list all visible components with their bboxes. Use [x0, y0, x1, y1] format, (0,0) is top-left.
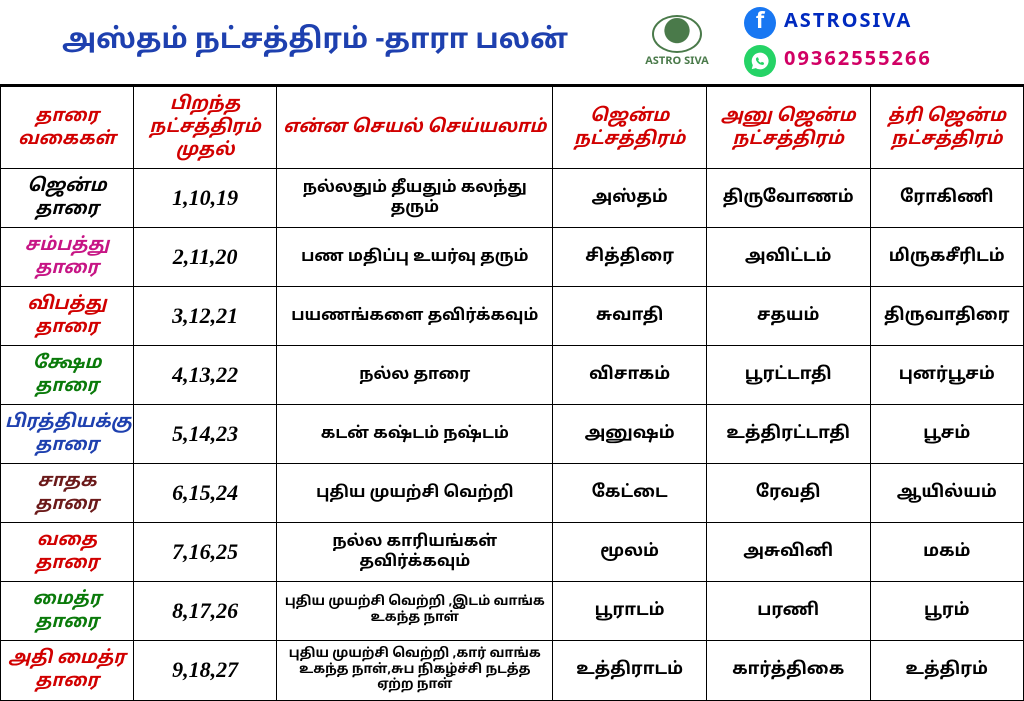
tara-table: தாரை வகைகள் பிறந்த நட்சத்திரம் முதல் என்…	[0, 86, 1024, 701]
table-row: வதை தாரை7,16,25நல்ல காரியங்கள் தவிர்க்கவ…	[1, 523, 1024, 582]
cell-star1: மூலம்	[553, 523, 706, 582]
cell-desc: நல்ல காரியங்கள் தவிர்க்கவும்	[277, 523, 553, 582]
cell-desc: பண மதிப்பு உயர்வு தரும்	[277, 228, 553, 287]
cell-star1: பூராடம்	[553, 582, 706, 641]
facebook-icon: f	[744, 7, 776, 39]
facebook-handle: ASTROSIVA	[784, 11, 912, 35]
cell-numbers: 4,13,22	[133, 346, 276, 405]
logo-icon	[652, 15, 702, 53]
cell-desc: பயணங்களை தவிர்க்கவும்	[277, 287, 553, 346]
cell-desc: புதிய முயற்சி வெற்றி ,கார் வாங்க உகந்த ந…	[277, 641, 553, 701]
cell-star3: பூரம்	[870, 582, 1023, 641]
cell-numbers: 5,14,23	[133, 405, 276, 464]
table-row: விபத்து தாரை3,12,21பயணங்களை தவிர்க்கவும்…	[1, 287, 1024, 346]
cell-star3: ஆயில்யம்	[870, 464, 1023, 523]
cell-type: க்ஷேம தாரை	[1, 346, 134, 405]
cell-star1: உத்திராடம்	[553, 641, 706, 701]
cell-desc: நல்ல தாரை	[277, 346, 553, 405]
cell-star2: உத்திரட்டாதி	[706, 405, 870, 464]
table-row: மைத்ர தாரை8,17,26புதிய முயற்சி வெற்றி ,இ…	[1, 582, 1024, 641]
cell-star2: கார்த்திகை	[706, 641, 870, 701]
cell-type: வதை தாரை	[1, 523, 134, 582]
cell-desc: புதிய முயற்சி வெற்றி	[277, 464, 553, 523]
cell-numbers: 6,15,24	[133, 464, 276, 523]
col-header-numbers: பிறந்த நட்சத்திரம் முதல்	[133, 87, 276, 169]
cell-numbers: 3,12,21	[133, 287, 276, 346]
cell-type: சாதக தாரை	[1, 464, 134, 523]
col-header-desc: என்ன செயல் செய்யலாம்	[277, 87, 553, 169]
logo-text: ASTRO SIVA	[645, 55, 709, 69]
table-row: சாதக தாரை6,15,24புதிய முயற்சி வெற்றிகேட்…	[1, 464, 1024, 523]
cell-star2: பரணி	[706, 582, 870, 641]
table-body: ஜென்ம தாரை1,10,19நல்லதும் தீயதும் கலந்து…	[1, 169, 1024, 701]
cell-star3: உத்திரம்	[870, 641, 1023, 701]
cell-desc: நல்லதும் தீயதும் கலந்து தரும்	[277, 169, 553, 228]
table-row: சம்பத்து தாரை2,11,20பண மதிப்பு உயர்வு தர…	[1, 228, 1024, 287]
cell-star2: பூரட்டாதி	[706, 346, 870, 405]
table-row: பிரத்தியக்கு தாரை5,14,23கடன் கஷ்டம் நஷ்ட…	[1, 405, 1024, 464]
cell-star2: அவிட்டம்	[706, 228, 870, 287]
col-header-star3: த்ரி ஜென்ம நட்சத்திரம்	[870, 87, 1023, 169]
cell-numbers: 7,16,25	[133, 523, 276, 582]
table-row: க்ஷேம தாரை4,13,22நல்ல தாரைவிசாகம்பூரட்டா…	[1, 346, 1024, 405]
cell-star3: மிருகசீரிடம்	[870, 228, 1023, 287]
cell-star2: ரேவதி	[706, 464, 870, 523]
cell-star3: பூசம்	[870, 405, 1023, 464]
cell-type: அதி மைத்ர தாரை	[1, 641, 134, 701]
cell-type: சம்பத்து தாரை	[1, 228, 134, 287]
whatsapp-icon	[744, 45, 776, 77]
cell-star3: திருவாதிரை	[870, 287, 1023, 346]
table-row: ஜென்ம தாரை1,10,19நல்லதும் தீயதும் கலந்து…	[1, 169, 1024, 228]
cell-numbers: 8,17,26	[133, 582, 276, 641]
cell-star2: அசுவினி	[706, 523, 870, 582]
phone-row: 09362555266	[744, 45, 1004, 77]
cell-star3: புனர்பூசம்	[870, 346, 1023, 405]
cell-desc: புதிய முயற்சி வெற்றி ,இடம் வாங்க உகந்த ந…	[277, 582, 553, 641]
cell-star3: ரோகிணி	[870, 169, 1023, 228]
cell-star1: சித்திரை	[553, 228, 706, 287]
table-row: அதி மைத்ர தாரை9,18,27புதிய முயற்சி வெற்ற…	[1, 641, 1024, 701]
facebook-row: f ASTROSIVA	[744, 7, 1004, 39]
cell-star2: திருவோணம்	[706, 169, 870, 228]
cell-numbers: 9,18,27	[133, 641, 276, 701]
cell-star1: அஸ்தம்	[553, 169, 706, 228]
col-header-type: தாரை வகைகள்	[1, 87, 134, 169]
cell-star1: விசாகம்	[553, 346, 706, 405]
cell-star1: அனுஷம்	[553, 405, 706, 464]
col-header-star1: ஜென்ம நட்சத்திரம்	[553, 87, 706, 169]
cell-star1: சுவாதி	[553, 287, 706, 346]
brand-logo: ASTRO SIVA	[622, 7, 732, 77]
cell-numbers: 2,11,20	[133, 228, 276, 287]
cell-numbers: 1,10,19	[133, 169, 276, 228]
cell-type: விபத்து தாரை	[1, 287, 134, 346]
cell-type: ஜென்ம தாரை	[1, 169, 134, 228]
cell-star1: கேட்டை	[553, 464, 706, 523]
phone-number: 09362555266	[784, 49, 932, 73]
col-header-star2: அனு ஜென்ம நட்சத்திரம்	[706, 87, 870, 169]
table-header-row: தாரை வகைகள் பிறந்த நட்சத்திரம் முதல் என்…	[1, 87, 1024, 169]
cell-type: பிரத்தியக்கு தாரை	[1, 405, 134, 464]
cell-star3: மகம்	[870, 523, 1023, 582]
contact-block: f ASTROSIVA 09362555266	[744, 7, 1004, 77]
header: அஸ்தம் நட்சத்திரம் -தாரா பலன் ASTRO SIVA…	[0, 0, 1024, 86]
cell-star2: சதயம்	[706, 287, 870, 346]
cell-type: மைத்ர தாரை	[1, 582, 134, 641]
page-title: அஸ்தம் நட்சத்திரம் -தாரா பலன்	[20, 25, 610, 59]
cell-desc: கடன் கஷ்டம் நஷ்டம்	[277, 405, 553, 464]
